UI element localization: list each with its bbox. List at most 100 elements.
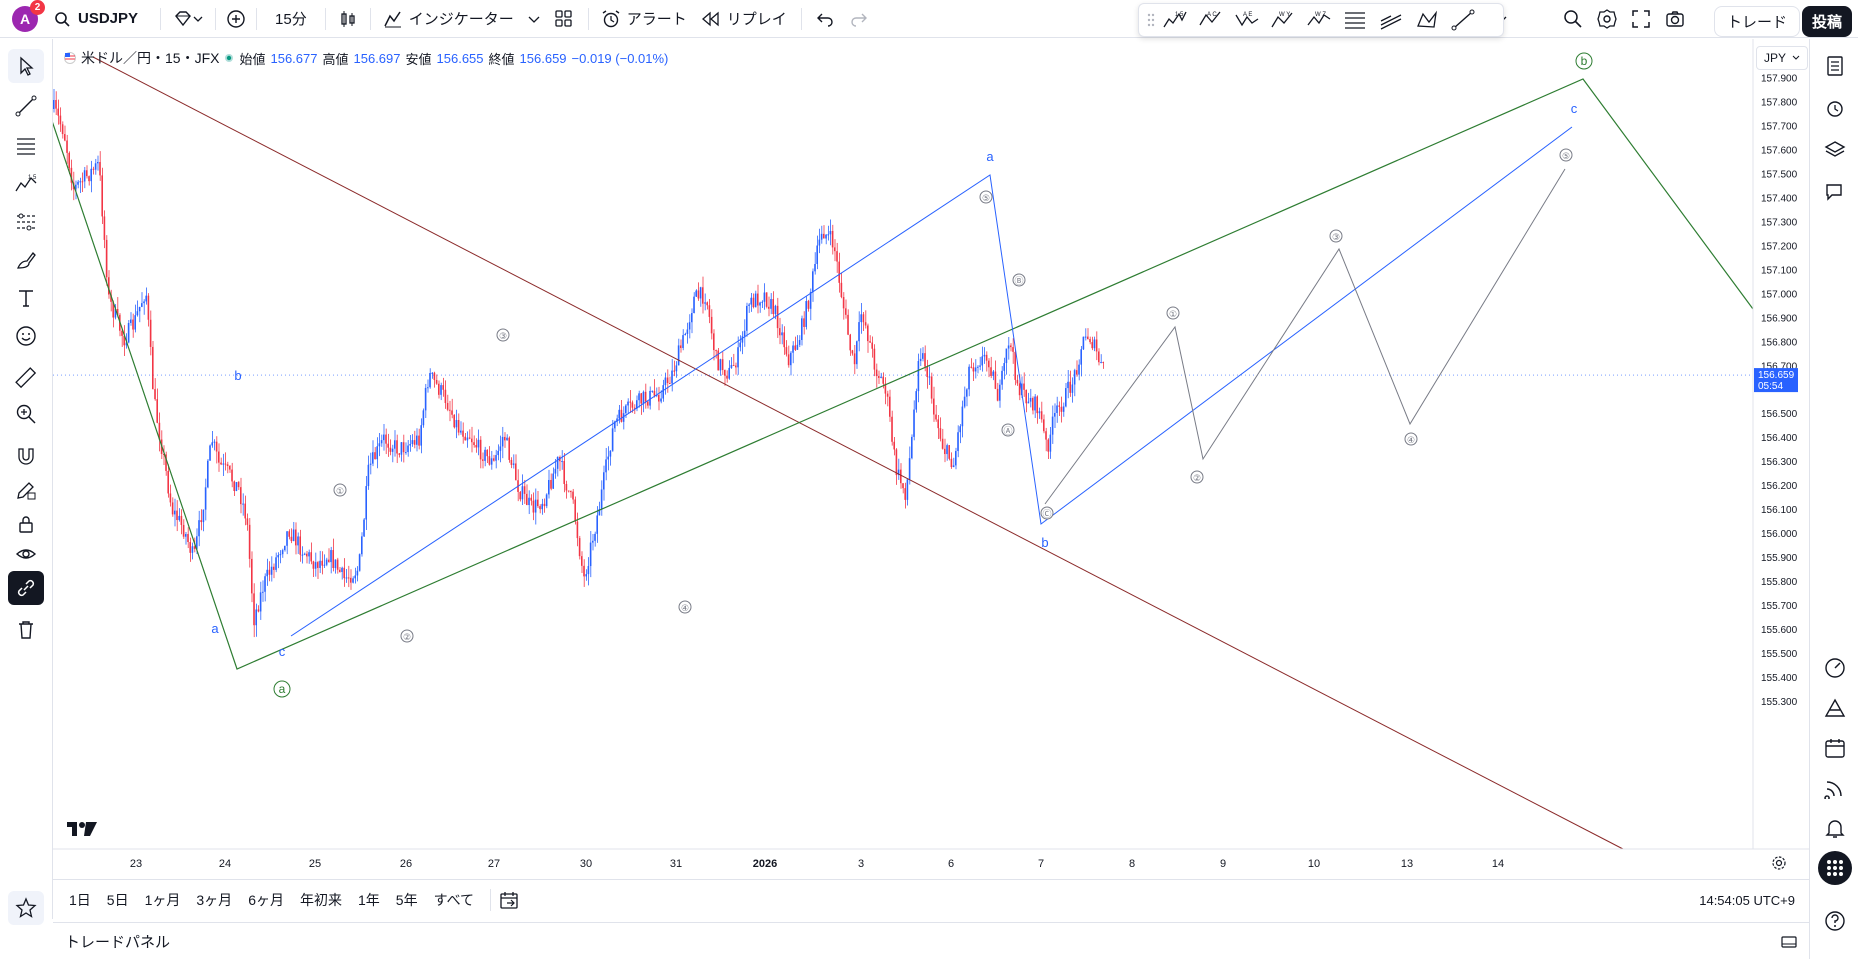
zoom-tool[interactable] <box>8 397 44 431</box>
currency-selector[interactable]: JPY <box>1756 46 1808 70</box>
pattern-tool[interactable]: 1 5 <box>8 167 44 201</box>
change-value: −0.019 (−0.01%) <box>571 50 669 66</box>
text-icon <box>19 290 33 307</box>
pencil-lock-icon <box>17 482 36 500</box>
range-button[interactable]: 1ヶ月 <box>144 892 181 908</box>
collapse-panel-icon[interactable] <box>1781 934 1797 950</box>
svg-text:W Y: W Y <box>1279 12 1290 18</box>
time-tick: 2026 <box>753 858 777 870</box>
range-button[interactable]: 5日 <box>106 892 129 908</box>
elliott-double-combo-icon[interactable]: W Y <box>1267 6 1299 34</box>
replay-label: リプレイ <box>726 11 787 28</box>
currency-label: JPY <box>1763 51 1786 65</box>
drag-handle-icon[interactable] <box>1147 12 1155 28</box>
apps-button[interactable] <box>1818 851 1852 885</box>
date-range-icon[interactable] <box>499 890 519 910</box>
emoji-tool[interactable] <box>8 319 44 353</box>
cursor-tool[interactable] <box>8 49 44 83</box>
notifications-button[interactable] <box>1818 811 1852 845</box>
price-tick: 156.300 <box>1761 457 1798 468</box>
trade-button[interactable]: トレード <box>1714 6 1801 37</box>
indicators-button[interactable]: インジケーター <box>377 0 546 38</box>
zoom-search-icon[interactable] <box>1563 9 1583 29</box>
news-button[interactable] <box>1818 771 1852 805</box>
add-symbol-button[interactable] <box>222 0 250 38</box>
layouts-button[interactable] <box>546 0 582 38</box>
chat-button[interactable] <box>1818 175 1852 209</box>
pattern-icon[interactable] <box>1411 6 1443 34</box>
delete-tool[interactable] <box>8 613 44 647</box>
fib-icon[interactable] <box>1339 6 1371 34</box>
axis-settings-button[interactable] <box>1771 855 1787 876</box>
trade-panel-tab[interactable]: トレードパネル <box>65 934 171 951</box>
range-button[interactable]: すべて <box>433 892 475 908</box>
green-wave-path[interactable] <box>53 78 1754 670</box>
alerts-panel-button[interactable] <box>1818 91 1852 125</box>
elliott-impulse-icon[interactable]: 1 5 <box>1159 6 1191 34</box>
elliott-triple-combo-icon[interactable]: W Z <box>1303 6 1335 34</box>
elliott-triangle-icon[interactable]: A E <box>1231 6 1263 34</box>
trend-channel-line[interactable] <box>92 56 1624 850</box>
brush-tool[interactable] <box>8 243 44 277</box>
blue-wave-path[interactable] <box>290 126 1573 637</box>
svg-text:A E: A E <box>1243 12 1252 18</box>
text-tool[interactable] <box>8 281 44 315</box>
forecast-tool[interactable] <box>8 205 44 239</box>
compare-button[interactable] <box>167 0 209 38</box>
fib-tool[interactable] <box>8 129 44 163</box>
time-axis[interactable]: 23 24 25 26 27 30 31 2026 3 6 7 8 9 10 13 14 <box>53 848 1809 879</box>
alert-label: アラート <box>626 11 687 28</box>
sync-drawings-tool[interactable] <box>8 571 44 605</box>
watchlist-button[interactable] <box>1818 49 1852 83</box>
replay-button[interactable]: リプレイ <box>693 0 795 38</box>
trash-icon <box>19 621 33 639</box>
elliott-correction-icon[interactable]: A C <box>1195 6 1227 34</box>
time-tick: 27 <box>488 858 500 870</box>
stay-drawing-tool[interactable] <box>8 473 44 507</box>
magnet-tool[interactable] <box>8 439 44 473</box>
ideas-button[interactable] <box>1818 691 1852 725</box>
range-button[interactable]: 1年 <box>357 892 380 908</box>
clock[interactable]: 14:54:05 UTC+9 <box>1699 892 1795 908</box>
help-button[interactable] <box>1818 904 1852 938</box>
range-button[interactable]: 3ヶ月 <box>196 892 233 908</box>
gear-icon[interactable] <box>1597 9 1617 29</box>
range-button[interactable]: 5年 <box>395 892 418 908</box>
symbol-search[interactable]: USDJPY <box>54 10 138 27</box>
price-axis[interactable]: 157.900 157.800 157.700 157.600 157.500 157.4… <box>1752 39 1809 849</box>
price-tick: 157.500 <box>1761 169 1798 180</box>
object-tree-button[interactable] <box>1818 133 1852 167</box>
alert-button[interactable]: アラート <box>595 0 693 38</box>
trendline-tool[interactable] <box>8 89 44 123</box>
range-button[interactable]: 1日 <box>69 892 91 908</box>
interval-button[interactable]: 15分 <box>275 11 307 28</box>
technicals-button[interactable] <box>1818 651 1852 685</box>
watchlist-star-tool[interactable] <box>8 891 44 925</box>
fib-channel-icon[interactable] <box>1375 6 1407 34</box>
elliott-wave-drawings[interactable] <box>53 56 1754 850</box>
trendline-icon[interactable] <box>1447 6 1479 34</box>
calendar-button[interactable] <box>1818 731 1852 765</box>
redo-button[interactable] <box>842 0 876 38</box>
chart-type-button[interactable] <box>332 0 364 38</box>
legend-title[interactable]: 米ドル／円・15・JFX <box>81 50 220 66</box>
visibility-tool[interactable] <box>8 537 44 571</box>
undo-button[interactable] <box>808 0 842 38</box>
svg-text:1 5: 1 5 <box>1175 12 1184 18</box>
price-tick: 155.500 <box>1761 649 1798 660</box>
time-tick: 23 <box>130 858 142 870</box>
publish-button[interactable]: 投稿 <box>1802 6 1853 37</box>
price-tick: 155.700 <box>1761 601 1798 612</box>
tradingview-logo[interactable] <box>66 818 98 843</box>
alarm-clock-icon <box>602 9 620 27</box>
range-button[interactable]: 年初来 <box>299 892 342 908</box>
gray-projection-path[interactable] <box>1044 168 1566 505</box>
fullscreen-icon[interactable] <box>1631 9 1651 29</box>
range-button[interactable]: 6ヶ月 <box>248 892 284 908</box>
lock-tool[interactable] <box>8 507 44 541</box>
time-tick: 8 <box>1129 858 1135 870</box>
camera-icon[interactable] <box>1665 9 1685 29</box>
ruler-tool[interactable] <box>8 361 44 395</box>
